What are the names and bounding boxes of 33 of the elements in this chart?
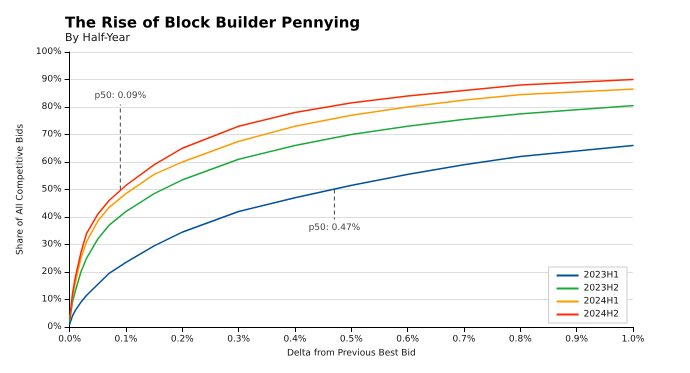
x-tick-label: 0.4%: [284, 334, 307, 344]
x-tick-label: 0.3%: [227, 334, 251, 344]
x-tick-label: 0.1%: [114, 334, 138, 344]
x-tick-label: 0.8%: [508, 334, 532, 344]
x-tick-label: 0.9%: [565, 334, 589, 344]
legend-label: 2023H2: [584, 284, 620, 294]
y-tick-label: 90%: [42, 74, 62, 84]
y-tick-label: 60%: [42, 157, 62, 167]
y-tick-label: 40%: [42, 212, 62, 222]
x-axis-title: Delta from Previous Best Bid: [286, 348, 416, 358]
annotation: p50: 0.47%: [308, 223, 361, 233]
annotation: p50: 0.09%: [94, 91, 147, 101]
x-tick-label: 0.7%: [452, 334, 476, 344]
chart-title: The Rise of Block Builder Pennying: [65, 14, 360, 32]
y-tick-label: 70%: [42, 130, 62, 140]
line-series: [68, 144, 634, 325]
x-tick-label: 1.0%: [622, 334, 645, 344]
x-tick-label: 0.2%: [170, 334, 194, 344]
legend-label: 2024H1: [584, 296, 620, 306]
y-tick-label: 0%: [47, 322, 62, 332]
y-tick-label: 80%: [42, 102, 62, 112]
y-tick-label: 30%: [42, 240, 62, 250]
y-axis-title: Share of All Competitive Bids: [16, 124, 26, 256]
x-tick-label: 0.6%: [396, 334, 420, 344]
y-tick-label: 50%: [42, 184, 62, 194]
y-tick-label: 10%: [42, 294, 62, 304]
y-tick-label: 100%: [36, 47, 62, 57]
x-tick-label: 0.5%: [340, 334, 364, 344]
legend-label: 2023H1: [584, 270, 620, 280]
y-tick-label: 20%: [42, 267, 62, 277]
chart-subtitle: By Half-Year: [65, 31, 130, 44]
legend-label: 2024H2: [584, 310, 620, 320]
x-tick-label: 0.0%: [58, 334, 82, 344]
